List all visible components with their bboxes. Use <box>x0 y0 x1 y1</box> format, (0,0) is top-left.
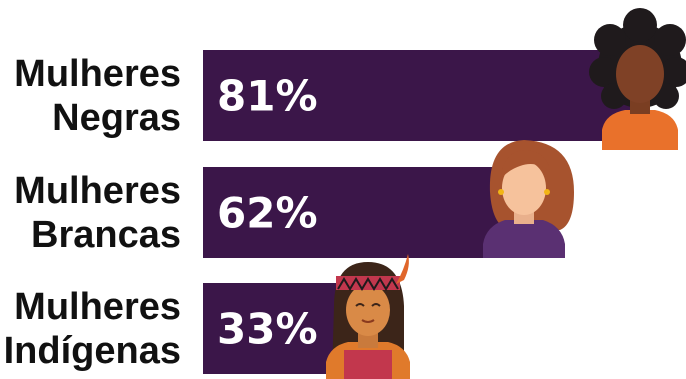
category-label-2: Mulheres Indígenas <box>4 286 181 372</box>
black-woman-icon <box>589 8 686 150</box>
value-label-0: 81% <box>217 72 318 121</box>
white-woman-icon <box>483 140 574 258</box>
category-label-line: Mulheres <box>14 53 181 95</box>
icons-layer <box>326 8 686 379</box>
value-label-2: 33% <box>217 305 318 354</box>
bar-1 <box>203 167 531 258</box>
category-label-line: Mulheres <box>14 286 181 328</box>
category-label-1: Mulheres Brancas <box>14 170 181 256</box>
category-label-line: Mulheres <box>14 170 181 212</box>
category-label-line: Brancas <box>31 214 181 256</box>
bar-0 <box>203 50 631 141</box>
category-label-line: Negras <box>52 97 181 139</box>
category-label-line: Indígenas <box>4 330 181 372</box>
indigenous-woman-icon <box>326 254 410 379</box>
value-label-1: 62% <box>217 189 318 238</box>
category-label-0: Mulheres Negras <box>14 53 181 139</box>
